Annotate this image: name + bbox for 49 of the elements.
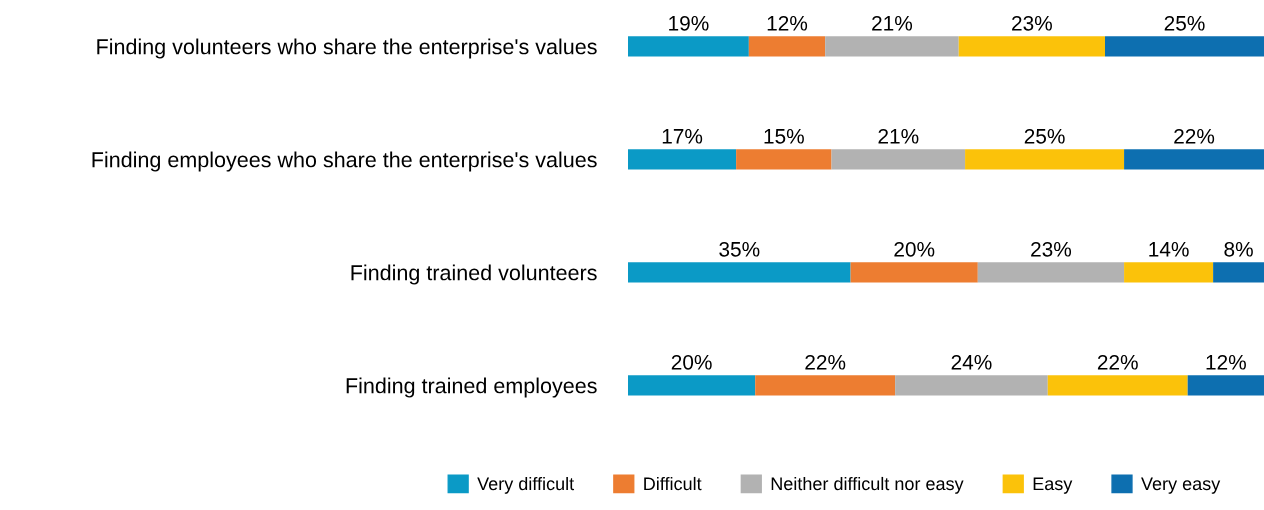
bar: [748, 36, 826, 57]
legend-label: Difficult: [644, 476, 702, 491]
data-label: 22%: [1174, 128, 1215, 144]
data-label: 35%: [719, 241, 760, 257]
bar: [1124, 262, 1214, 283]
legend-label: Very difficult: [477, 476, 575, 494]
bar: [895, 375, 1048, 396]
bar: [628, 149, 737, 170]
data-label: 14%: [1149, 241, 1189, 257]
bar: [1213, 262, 1264, 283]
data-label: 20%: [671, 354, 712, 370]
y-tick-label: Finding employees who share the enterprise's values: [92, 151, 597, 172]
data-label: 17%: [662, 128, 703, 144]
data-label: 25%: [1024, 128, 1065, 144]
data-label: 21%: [872, 15, 913, 31]
data-label: 22%: [805, 354, 846, 370]
bar: [850, 262, 978, 283]
bar: [831, 149, 966, 170]
data-label: 12%: [767, 15, 808, 31]
data-label: 12%: [1206, 354, 1246, 370]
bar: [628, 262, 851, 283]
y-tick-label: Finding trained employees: [346, 377, 597, 398]
y-tick-label: Finding volunteers who share the enterprise's values: [97, 38, 597, 59]
data-label: 22%: [1097, 354, 1138, 370]
bar: [958, 36, 1105, 57]
bar: [825, 36, 959, 57]
bar: [977, 262, 1125, 283]
bar: [736, 149, 832, 170]
bar: [1047, 375, 1188, 396]
bar: [1124, 149, 1264, 170]
bar: [965, 149, 1125, 170]
data-label: 23%: [1012, 15, 1052, 31]
legend-label: Very easy: [1141, 477, 1221, 494]
bar: [628, 36, 749, 57]
data-label: 19%: [669, 15, 709, 31]
data-label: 21%: [878, 128, 919, 144]
data-label: 8%: [1224, 241, 1253, 257]
data-label: 25%: [1164, 15, 1205, 31]
data-label: 23%: [1031, 241, 1072, 257]
bar: [628, 375, 756, 396]
bar: [1105, 36, 1264, 57]
y-tick-label: Finding trained volunteers: [351, 264, 597, 285]
data-label: 20%: [894, 241, 935, 257]
bar: [755, 375, 896, 396]
legend-label: Easy: [1033, 477, 1073, 494]
legend-label: Neither difficult nor easy: [771, 476, 964, 494]
data-label: 15%: [764, 128, 804, 144]
bar: [1187, 375, 1264, 396]
data-label: 24%: [951, 354, 992, 370]
